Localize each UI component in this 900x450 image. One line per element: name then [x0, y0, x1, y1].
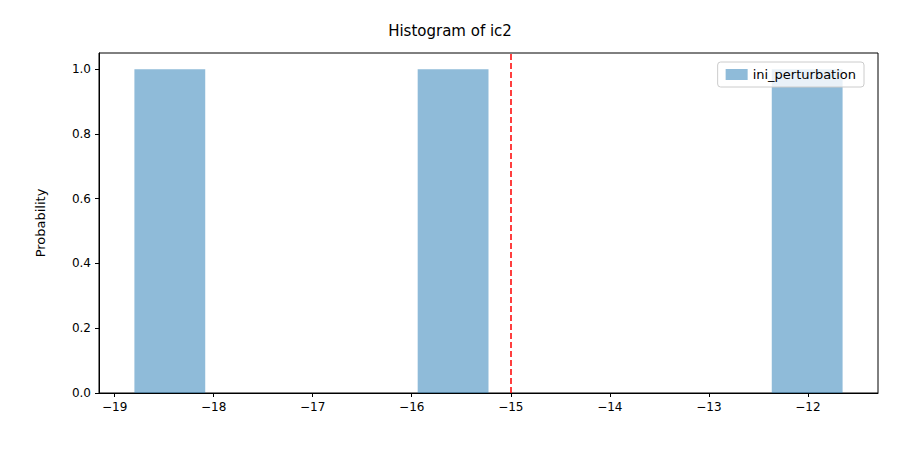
svg-text:−16: −16 [399, 400, 424, 414]
svg-text:Probability: Probability [33, 188, 48, 257]
svg-text:−14: −14 [597, 400, 622, 414]
svg-text:−13: −13 [696, 400, 721, 414]
svg-text:1.0: 1.0 [72, 62, 91, 76]
svg-text:−12: −12 [795, 400, 820, 414]
svg-text:−17: −17 [300, 400, 325, 414]
svg-text:0.6: 0.6 [72, 192, 91, 206]
svg-text:−15: −15 [498, 400, 523, 414]
svg-text:0.0: 0.0 [72, 386, 91, 400]
svg-text:0.2: 0.2 [72, 321, 91, 335]
svg-text:−19: −19 [102, 400, 127, 414]
svg-text:ini_perturbation: ini_perturbation [753, 67, 856, 82]
svg-text:0.4: 0.4 [72, 256, 91, 270]
svg-text:0.8: 0.8 [72, 127, 91, 141]
svg-text:−18: −18 [201, 400, 226, 414]
svg-text:Histogram of ic2: Histogram of ic2 [388, 22, 512, 40]
